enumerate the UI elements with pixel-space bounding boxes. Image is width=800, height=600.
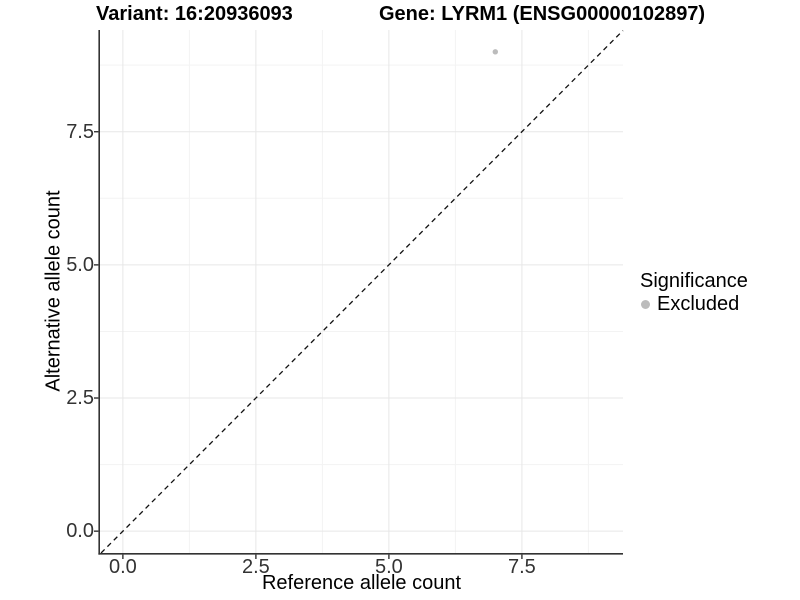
- x-tick-label: 5.0: [374, 556, 403, 578]
- legend-item-excluded: Excluded: [640, 293, 748, 315]
- identity-line: [100, 30, 624, 554]
- legend: Significance Excluded: [640, 270, 748, 315]
- y-tick-label: 5.0: [66, 253, 94, 276]
- excluded-point-icon: [641, 299, 650, 309]
- y-tick-label: 2.5: [66, 387, 94, 410]
- x-tick-label: 0.0: [108, 556, 137, 578]
- y-axis-title: Alternative allele count: [42, 190, 65, 392]
- plot-title-variant: Variant: 16:20936093: [96, 3, 293, 25]
- y-tick-label: 7.5: [66, 120, 94, 143]
- data-point: [492, 49, 499, 55]
- x-axis-title: Reference allele count: [261, 572, 461, 594]
- y-tick-label: 0.0: [66, 520, 94, 543]
- x-tick-label: 2.5: [241, 556, 270, 578]
- legend-item-label: Excluded: [657, 293, 740, 315]
- plot-title-gene: Gene: LYRM1 (ENSG00000102897): [379, 3, 706, 25]
- x-tick-label: 7.5: [508, 556, 536, 578]
- legend-title: Significance: [640, 270, 748, 292]
